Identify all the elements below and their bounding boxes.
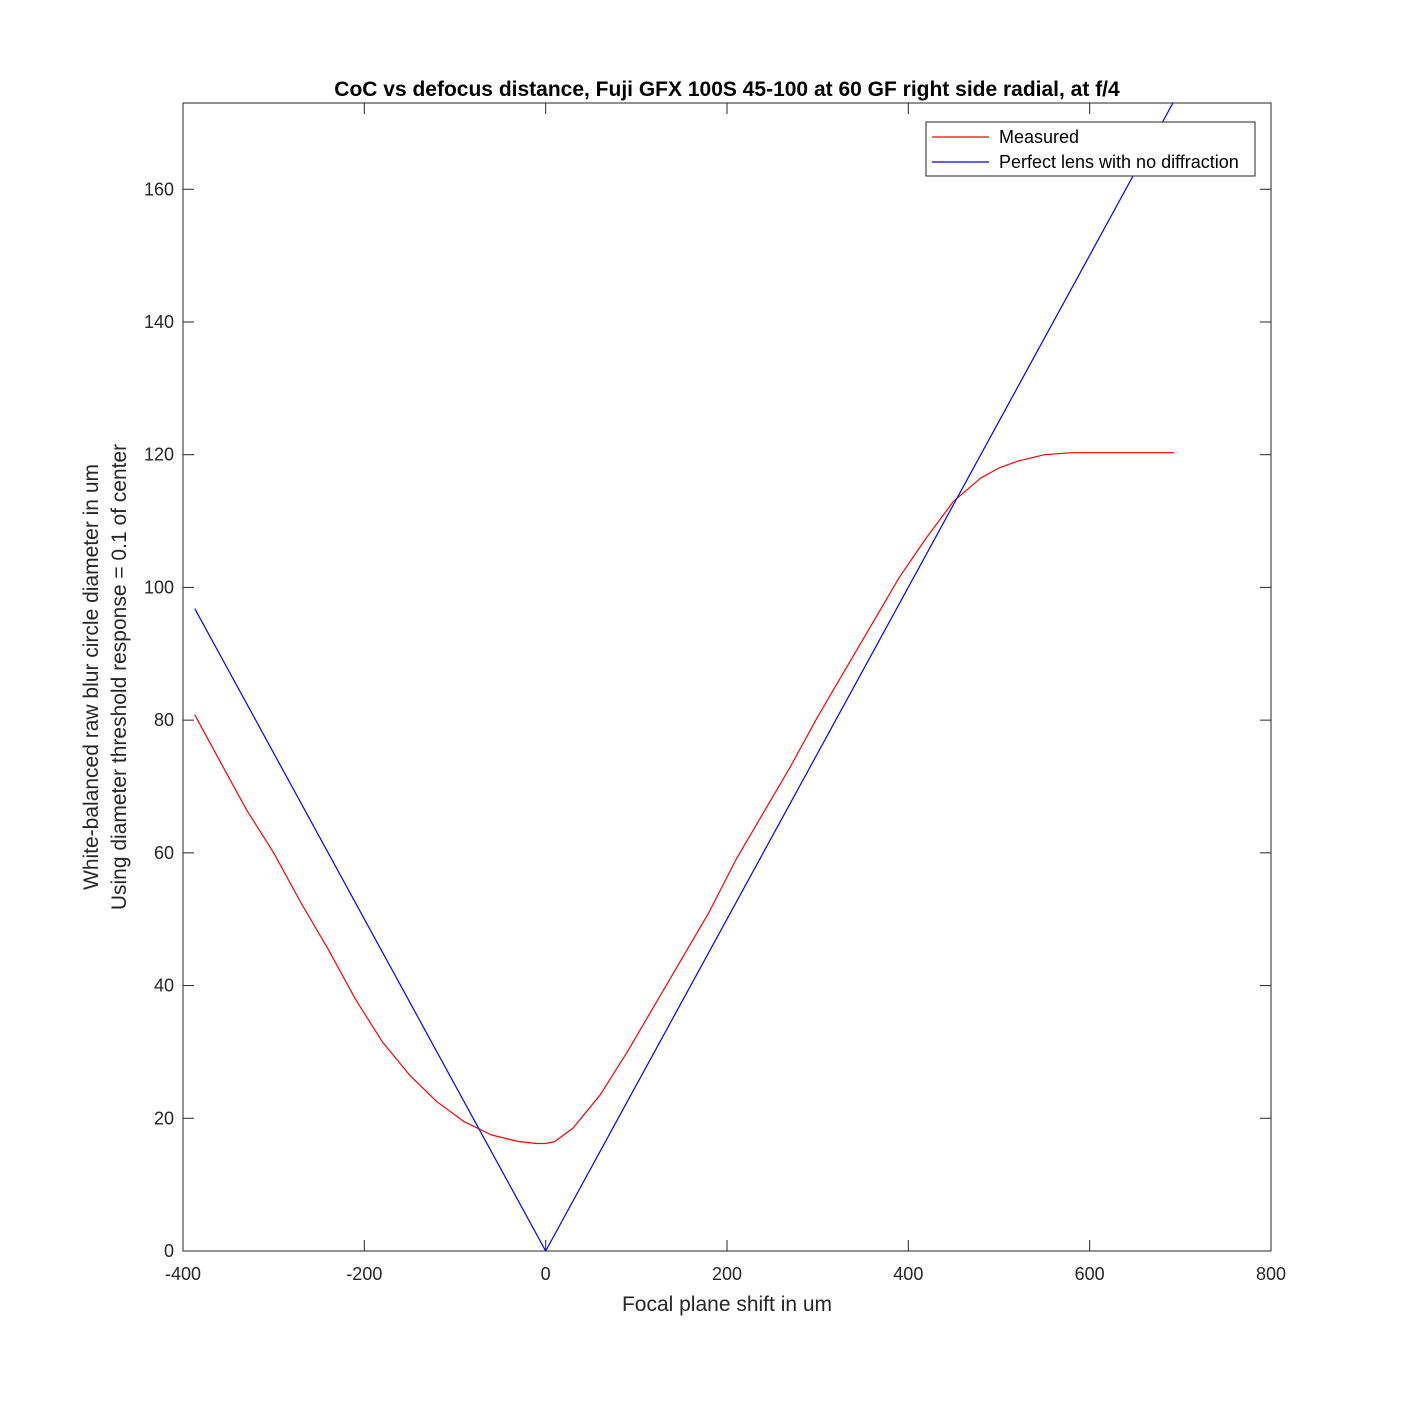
chart-title: CoC vs defocus distance, Fuji GFX 100S 4… [334,78,1120,101]
axes-box [182,102,1272,1252]
y-axis-label-line2: Using diameter threshold response = 0.1 … [108,444,131,910]
legend-box [925,121,1256,177]
y-tick-label: 60 [154,843,174,863]
x-tick-label: 400 [893,1264,923,1284]
x-tick-label: -200 [346,1264,382,1284]
x-tick-label: 600 [1075,1264,1105,1284]
y-tick-label: 140 [144,312,174,332]
y-tick-label: 100 [144,577,174,597]
series-layer [194,103,1174,1251]
series-line-perfect-lens [194,103,1174,1251]
x-tick-label: -400 [165,1264,201,1284]
x-tick-label: 0 [541,1264,551,1284]
y-tick-label: 20 [154,1108,174,1128]
legend: Measured Perfect lens with no diffraction [925,121,1256,177]
y-tick-label: 160 [144,179,174,199]
y-tick-label: 40 [154,976,174,996]
series-line-measured [194,452,1174,1145]
y-axis-label-line1: White-balanced raw blur circle diameter … [80,464,103,890]
y-tick-label: 80 [154,710,174,730]
x-axis-label: Focal plane shift in um [622,1293,832,1316]
x-tick-label: 800 [1256,1264,1286,1284]
legend-label: Perfect lens with no diffraction [999,152,1239,172]
y-tick-label: 120 [144,445,174,465]
legend-label: Measured [999,127,1079,147]
y-tick-label: 0 [164,1241,174,1261]
ticks: -400 -200 0 200 400 600 800 0 20 40 60 80 100 120 140 1… [144,103,1286,1284]
x-tick-label: 200 [712,1264,742,1284]
